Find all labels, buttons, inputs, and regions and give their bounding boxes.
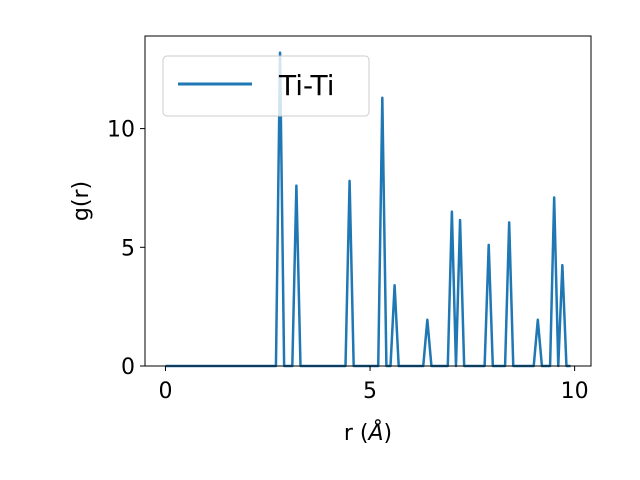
y-axis-label: g(r) <box>69 181 94 221</box>
x-tick-label: 5 <box>363 379 377 404</box>
plot-frame <box>144 35 592 367</box>
x-axis-label-text: r ( <box>344 421 369 446</box>
x-tick-label: 10 <box>561 379 589 404</box>
x-axis-ticks: 0 5 10 <box>158 366 589 404</box>
x-tick-label: 0 <box>158 379 172 404</box>
x-axis-label-symbol: Å <box>366 419 383 446</box>
legend-label: Ti-Ti <box>278 69 335 102</box>
legend: Ti-Ti <box>162 55 370 117</box>
y-tick-label: 5 <box>121 236 135 261</box>
y-tick-label: 10 <box>107 118 135 143</box>
x-axis-label: r (Å) <box>344 419 392 446</box>
legend-box <box>162 55 370 117</box>
y-tick-label: 0 <box>121 355 135 380</box>
x-axis-label-close: ) <box>384 421 393 446</box>
y-axis-ticks: 0 5 10 <box>107 118 145 380</box>
